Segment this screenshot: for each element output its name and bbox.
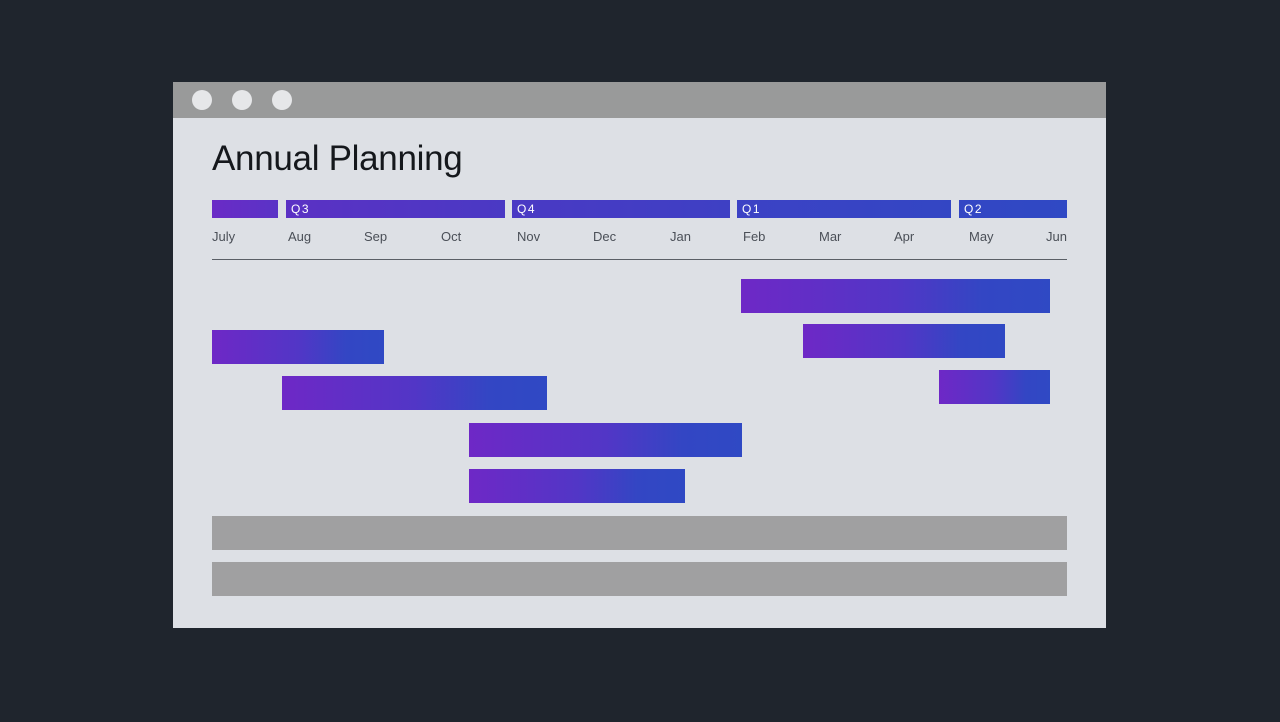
quarter-q3-partial: [212, 200, 278, 218]
task-bar-1[interactable]: [741, 279, 1050, 313]
window-titlebar: [173, 82, 1106, 118]
window-dot-icon-1[interactable]: [192, 90, 212, 110]
month-label-apr: Apr: [894, 229, 915, 244]
month-label-jun: Jun: [1046, 229, 1067, 244]
placeholder-bar-1: [212, 516, 1067, 550]
quarter-q3: Q3: [286, 200, 505, 218]
placeholder-bar-2: [212, 562, 1067, 596]
month-label-july: July: [212, 229, 236, 244]
month-label-feb: Feb: [743, 229, 766, 244]
task-bar-2[interactable]: [212, 330, 384, 364]
page-title: Annual Planning: [212, 139, 463, 178]
month-label-aug: Aug: [288, 229, 312, 244]
quarter-q2: Q2: [959, 200, 1067, 218]
month-label-jan: Jan: [670, 229, 691, 244]
month-label-oct: Oct: [441, 229, 462, 244]
app-window: Annual Planning Q3 Q4 Q1 Q2 July Aug Sep…: [173, 82, 1106, 628]
task-bar-3[interactable]: [803, 324, 1005, 358]
month-label-nov: Nov: [517, 229, 541, 244]
window-dot-icon-2[interactable]: [232, 90, 252, 110]
task-bar-7[interactable]: [469, 469, 685, 503]
quarter-q1: Q1: [737, 200, 951, 218]
month-label-dec: Dec: [593, 229, 617, 244]
month-label-may: May: [969, 229, 994, 244]
task-bar-5[interactable]: [939, 370, 1050, 404]
task-bar-6[interactable]: [469, 423, 742, 457]
quarter-q4: Q4: [512, 200, 730, 218]
month-label-mar: Mar: [819, 229, 842, 244]
timeline-divider: [212, 259, 1067, 260]
window-dot-icon-3[interactable]: [272, 90, 292, 110]
month-label-sep: Sep: [364, 229, 388, 244]
task-bar-4[interactable]: [282, 376, 547, 410]
